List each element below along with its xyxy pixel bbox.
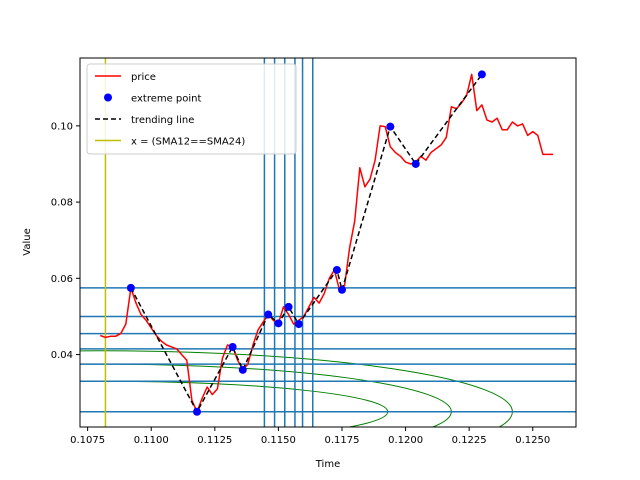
extreme-point-2 — [193, 407, 202, 416]
extreme-point-6 — [274, 319, 283, 328]
x-axis-label: Time — [315, 459, 340, 470]
x-tick-label-8: 0.1250 — [515, 435, 550, 446]
y-axis-label: Value — [22, 228, 33, 255]
legend-label-3: trending line — [131, 115, 194, 126]
y-tick-label-3: 0.08 — [51, 198, 73, 209]
x-tick-label-4: 0.1150 — [261, 435, 296, 446]
x-tick-label-6: 0.1200 — [388, 435, 423, 446]
plot-frame — [79, 57, 577, 428]
legend-label-4: x = (SMA12==SMA24) — [131, 137, 245, 148]
x-tick-label-5: 0.1175 — [324, 435, 359, 446]
extreme-point-1 — [126, 283, 135, 292]
extreme-point-11 — [386, 122, 395, 131]
extreme-point-10 — [337, 285, 346, 294]
extreme-point-3 — [228, 342, 237, 351]
extreme-point-8 — [294, 320, 303, 329]
extreme-point-13 — [477, 70, 486, 79]
x-tick-label-2: 0.1100 — [134, 435, 169, 446]
price-line — [100, 73, 554, 413]
legend-label-1: price — [131, 72, 156, 83]
y-tick-label-2: 0.06 — [51, 274, 73, 285]
x-tick-label-7: 0.1225 — [452, 435, 487, 446]
extreme-point-5 — [264, 310, 273, 319]
x-tick-label-3: 0.1125 — [197, 435, 232, 446]
legend-extreme-swatch — [104, 93, 112, 102]
extreme-point-9 — [332, 265, 341, 274]
y-tick-label-4: 0.10 — [51, 121, 73, 132]
extreme-point-4 — [238, 365, 247, 374]
y-tick-label-1: 0.04 — [51, 350, 73, 361]
extreme-point-12 — [411, 159, 420, 168]
legend-box — [86, 63, 297, 155]
x-tick-label-1: 0.1075 — [70, 435, 105, 446]
legend-label-2: extreme point — [131, 94, 202, 105]
extreme-point-7 — [284, 302, 293, 311]
